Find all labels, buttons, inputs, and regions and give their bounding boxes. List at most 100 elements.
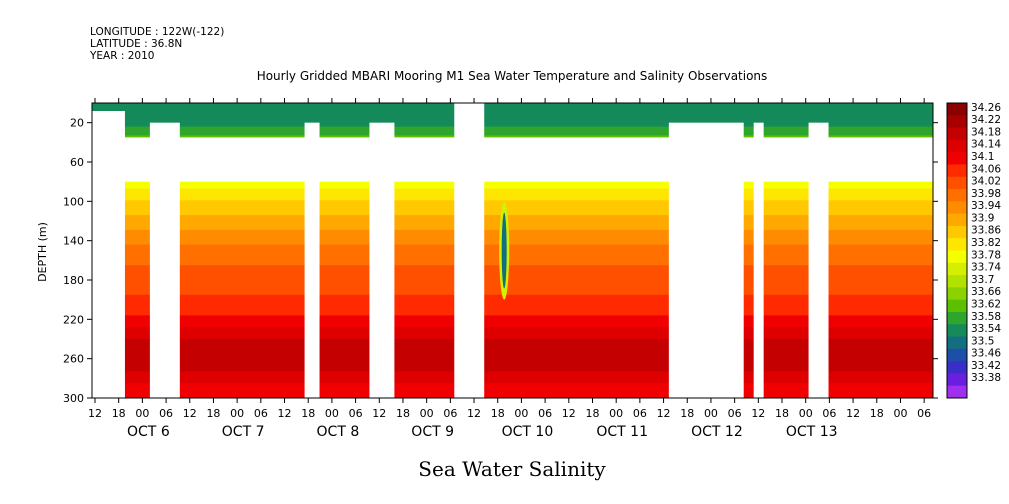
- no-data-gap: [753, 122, 764, 398]
- salinity-band: [92, 277, 933, 281]
- x-tick-label: 12: [183, 407, 197, 420]
- salinity-band: [92, 386, 933, 390]
- salinity-band: [92, 203, 933, 207]
- x-tick-label: 12: [657, 407, 671, 420]
- salinity-band: [92, 291, 933, 296]
- salinity-band: [92, 120, 933, 125]
- year-label: YEAR : 2010: [89, 50, 154, 62]
- salinity-band: [92, 365, 933, 370]
- salinity-band: [92, 241, 933, 246]
- x-tick-label: 06: [822, 407, 836, 420]
- salinity-band: [92, 218, 933, 222]
- salinity-band: [92, 306, 933, 311]
- colorbar-label: 33.46: [971, 348, 1001, 360]
- salinity-band: [92, 271, 933, 275]
- colorbar-swatch: [947, 250, 967, 264]
- x-tick-label: 18: [870, 407, 884, 420]
- x-date-label: OCT 11: [596, 424, 648, 440]
- x-tick-label: 00: [609, 407, 623, 420]
- salinity-band: [92, 350, 933, 355]
- colorbar-label: 33.58: [971, 311, 1001, 323]
- salinity-band: [92, 114, 933, 119]
- anomaly-core: [501, 212, 507, 289]
- salinity-band: [92, 129, 933, 134]
- salinity-band: [92, 392, 933, 396]
- salinity-band: [92, 223, 933, 228]
- salinity-band: [92, 108, 933, 113]
- no-data-gap: [668, 122, 744, 398]
- salinity-band: [92, 356, 933, 361]
- salinity-band: [92, 200, 933, 204]
- salinity-band: [92, 303, 933, 308]
- salinity-band: [92, 309, 933, 314]
- x-tick-label: 12: [467, 407, 481, 420]
- salinity-band: [92, 111, 933, 116]
- colorbar-label: 33.82: [971, 237, 1001, 249]
- x-date-label: OCT 6: [127, 424, 170, 440]
- colorbar-label: 33.94: [971, 200, 1001, 212]
- salinity-band: [92, 341, 933, 346]
- salinity-band: [92, 294, 933, 299]
- salinity-band: [92, 244, 933, 249]
- salinity-band: [92, 383, 933, 387]
- x-date-label: OCT 12: [691, 424, 743, 440]
- salinity-band: [92, 324, 933, 328]
- salinity-band: [92, 235, 933, 240]
- colorbar-swatch: [947, 287, 967, 301]
- colorbar-label: 33.98: [971, 188, 1001, 200]
- salinity-band: [92, 321, 933, 325]
- colorbar-label: 33.42: [971, 360, 1001, 372]
- salinity-band: [92, 182, 933, 187]
- salinity-band: [92, 344, 933, 349]
- salinity-band: [92, 359, 933, 364]
- salinity-band: [92, 232, 933, 237]
- colorbar-swatch: [947, 139, 967, 153]
- x-tick-label: 12: [751, 407, 765, 420]
- x-tick-label: 18: [775, 407, 789, 420]
- x-date-label: OCT 10: [502, 424, 554, 440]
- salinity-band: [92, 377, 933, 381]
- x-tick-label: 18: [585, 407, 599, 420]
- salinity-band: [92, 206, 933, 210]
- colorbar-swatch: [947, 262, 967, 276]
- colorbar-swatch: [947, 299, 967, 313]
- x-tick-label: 18: [301, 407, 315, 420]
- salinity-band: [92, 280, 933, 284]
- x-date-label: OCT 8: [317, 424, 360, 440]
- colorbar-swatch: [947, 373, 967, 387]
- colorbar-swatch: [947, 176, 967, 190]
- colorbar-swatch: [947, 361, 967, 374]
- colorbar-swatch: [947, 213, 967, 227]
- colorbar-swatch: [947, 385, 967, 399]
- salinity-band: [92, 268, 933, 272]
- no-data-gap: [149, 122, 180, 398]
- salinity-band: [92, 135, 933, 139]
- x-tick-label: 06: [349, 407, 363, 420]
- salinity-band: [92, 353, 933, 358]
- x-tick-label: 12: [278, 407, 292, 420]
- colorbar-swatch: [947, 127, 967, 141]
- y-axis: 20 60 100 140 180 220 260 300: [63, 117, 938, 405]
- colorbar-swatch: [947, 324, 967, 338]
- salinity-band: [92, 253, 933, 257]
- latitude-label: LATITUDE : 36.8N: [90, 38, 182, 50]
- salinity-band: [92, 226, 933, 231]
- salinity-band: [92, 330, 933, 334]
- colorbar-label: 33.5: [971, 335, 994, 347]
- salinity-band: [92, 265, 933, 269]
- x-tick-label: 06: [633, 407, 647, 420]
- x-tick-label: 18: [680, 407, 694, 420]
- salinity-band: [92, 274, 933, 278]
- y-tick-label: 220: [63, 313, 84, 326]
- y-tick-label: 300: [63, 392, 84, 405]
- salinity-band: [92, 339, 933, 343]
- salinity-band: [92, 215, 933, 219]
- salinity-band: [92, 191, 933, 196]
- colorbar-label: 33.86: [971, 225, 1001, 237]
- y-tick-label: 100: [63, 195, 84, 208]
- y-tick-label: 60: [70, 156, 84, 169]
- x-tick-label: 00: [420, 407, 434, 420]
- colorbar-label: 34.1: [971, 151, 994, 163]
- salinity-band: [92, 194, 933, 198]
- colorbar-label: 34.22: [971, 114, 1001, 126]
